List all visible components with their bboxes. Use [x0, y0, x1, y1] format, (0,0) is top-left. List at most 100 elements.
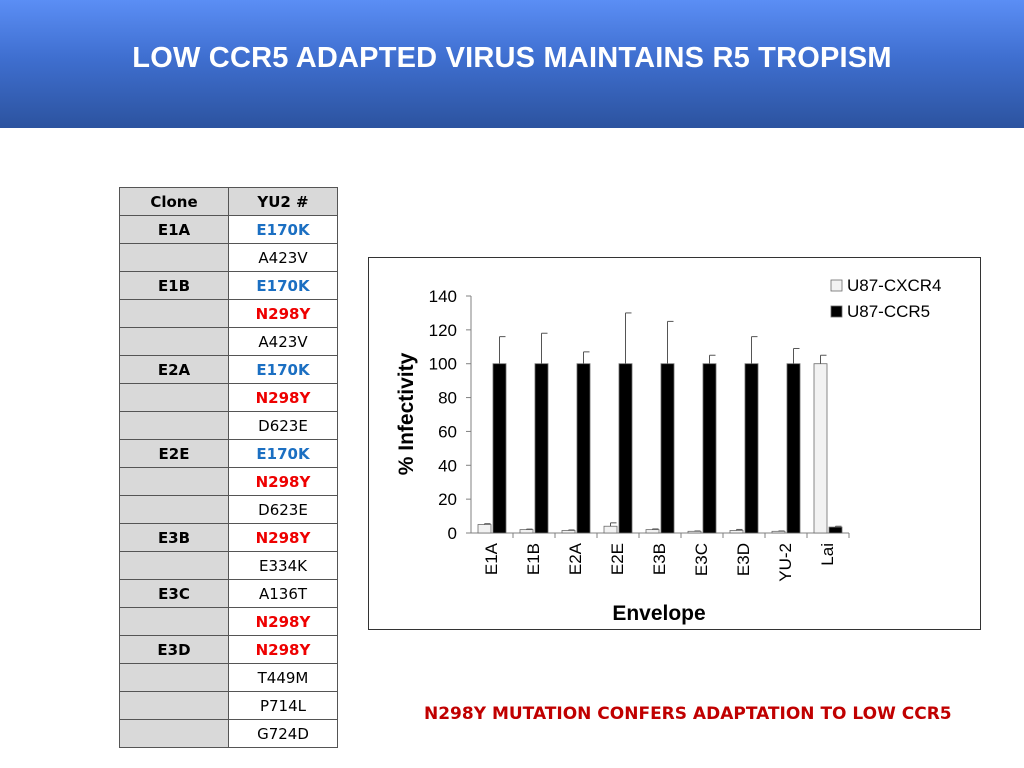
mutation-cell: A423V — [228, 327, 338, 356]
table-row: D623E — [119, 495, 338, 524]
mutation-cell: E170K — [228, 215, 338, 244]
y-tick-label: 40 — [438, 456, 457, 475]
mutation-table-body: E1A E170K A423V E1B E170K N298Y A423V E2A E170K N… — [119, 215, 338, 748]
clone-cell — [119, 383, 229, 412]
slide-title: LOW CCR5 ADAPTED VIRUS MAINTAINS R5 TROP… — [132, 42, 892, 74]
y-tick-label: 0 — [448, 524, 457, 543]
column-header-yu2: YU2 # — [228, 187, 338, 216]
clone-cell — [119, 411, 229, 440]
mutation-cell: A423V — [228, 243, 338, 272]
x-tick-label: YU-2 — [776, 543, 795, 582]
x-tick-label: Lai — [818, 543, 837, 566]
mutation-cell: N298Y — [228, 523, 338, 552]
mutation-cell: N298Y — [228, 607, 338, 636]
clone-cell — [119, 495, 229, 524]
bar-cxcr4 — [771, 530, 786, 534]
x-tick-label: E3B — [650, 543, 669, 575]
mutation-cell: D623E — [228, 495, 338, 524]
table-row: E2E E170K — [119, 439, 338, 468]
bar-ccr5 — [660, 363, 675, 534]
mutation-cell: E170K — [228, 355, 338, 384]
table-row: N298Y — [119, 383, 338, 412]
mutation-cell: P714L — [228, 691, 338, 720]
table-row: N298Y — [119, 607, 338, 636]
table-row: A423V — [119, 327, 338, 356]
conclusion-note: N298Y MUTATION CONFERS ADAPTATION TO LOW… — [424, 704, 952, 724]
bar-ccr5 — [744, 363, 759, 534]
x-tick-label: E2A — [566, 542, 585, 575]
mutation-cell: N298Y — [228, 467, 338, 496]
mutation-cell: E334K — [228, 551, 338, 580]
table-row: D623E — [119, 411, 338, 440]
x-tick-label: E1B — [524, 543, 543, 575]
x-tick-label: E3D — [734, 543, 753, 576]
bar-cxcr4 — [687, 530, 702, 534]
table-row: E3D N298Y — [119, 635, 338, 664]
table-row: N298Y — [119, 467, 338, 496]
bar-ccr5 — [702, 363, 717, 534]
clone-cell: E3B — [119, 523, 229, 552]
clone-cell: E1A — [119, 215, 229, 244]
mutation-cell: D623E — [228, 411, 338, 440]
infectivity-chart-svg: 0 20 40 60 80 100 120 140 % Infectivity E1A E1B E2A… — [395, 276, 941, 625]
bar-ccr5 — [618, 363, 633, 534]
clone-cell — [119, 691, 229, 720]
clone-cell: E2A — [119, 355, 229, 384]
clone-cell — [119, 327, 229, 356]
table-header-row: Clone YU2 # — [119, 187, 338, 216]
y-tick-label: 80 — [438, 389, 457, 408]
mutation-cell: E170K — [228, 271, 338, 300]
y-tick-label: 140 — [429, 287, 457, 306]
mutation-cell: E170K — [228, 439, 338, 468]
bar-cxcr4 — [603, 525, 618, 534]
infectivity-chart: 0 20 40 60 80 100 120 140 % Infectivity E1A E1B E2A… — [368, 257, 981, 630]
table-row: E3B N298Y — [119, 523, 338, 552]
table-row: G724D — [119, 719, 338, 748]
y-axis-label: % Infectivity — [395, 352, 418, 475]
table-row: E3C A136T — [119, 579, 338, 608]
table-row: P714L — [119, 691, 338, 720]
mutation-cell: T449M — [228, 663, 338, 692]
x-axis-label: Envelope — [612, 602, 705, 625]
y-tick-label: 120 — [429, 321, 457, 340]
bar-cxcr4 — [729, 530, 744, 534]
slide-header: LOW CCR5 ADAPTED VIRUS MAINTAINS R5 TROP… — [0, 0, 1024, 128]
clone-cell — [119, 467, 229, 496]
bar-ccr5 — [576, 363, 591, 534]
x-tick-label: E1A — [482, 542, 501, 575]
clone-cell: E3D — [119, 635, 229, 664]
clone-cell: E3C — [119, 579, 229, 608]
mutation-cell: N298Y — [228, 299, 338, 328]
table-row: E2A E170K — [119, 355, 338, 384]
clone-cell: E2E — [119, 439, 229, 468]
clone-cell — [119, 607, 229, 636]
y-tick-label: 20 — [438, 490, 457, 509]
legend-label: U87-CXCR4 — [847, 276, 941, 295]
table-row: A423V — [119, 243, 338, 272]
clone-cell: E1B — [119, 271, 229, 300]
bar-cxcr4 — [561, 530, 576, 534]
bar-cxcr4 — [477, 524, 492, 534]
bar-cxcr4 — [519, 529, 534, 534]
legend-swatch-cxcr4 — [830, 279, 843, 292]
legend-swatch-ccr5 — [830, 305, 843, 318]
legend-label: U87-CCR5 — [847, 302, 930, 321]
bar-cxcr4 — [645, 529, 660, 534]
column-header-clone: Clone — [119, 187, 229, 216]
x-tick-label: E3C — [692, 543, 711, 576]
bar-cxcr4 — [813, 363, 828, 534]
mutation-cell: A136T — [228, 579, 338, 608]
table-row: T449M — [119, 663, 338, 692]
clone-cell — [119, 551, 229, 580]
clone-cell — [119, 719, 229, 748]
mutation-cell: G724D — [228, 719, 338, 748]
clone-cell — [119, 243, 229, 272]
mutation-table: Clone YU2 # E1A E170K A423V E1B E170K N298Y A4… — [119, 187, 338, 748]
bar-ccr5 — [492, 363, 507, 534]
table-row: N298Y — [119, 299, 338, 328]
y-tick-label: 100 — [429, 355, 457, 374]
bar-ccr5 — [534, 363, 549, 534]
mutation-cell: N298Y — [228, 383, 338, 412]
bar-ccr5 — [828, 526, 843, 534]
bar-ccr5 — [786, 363, 801, 534]
